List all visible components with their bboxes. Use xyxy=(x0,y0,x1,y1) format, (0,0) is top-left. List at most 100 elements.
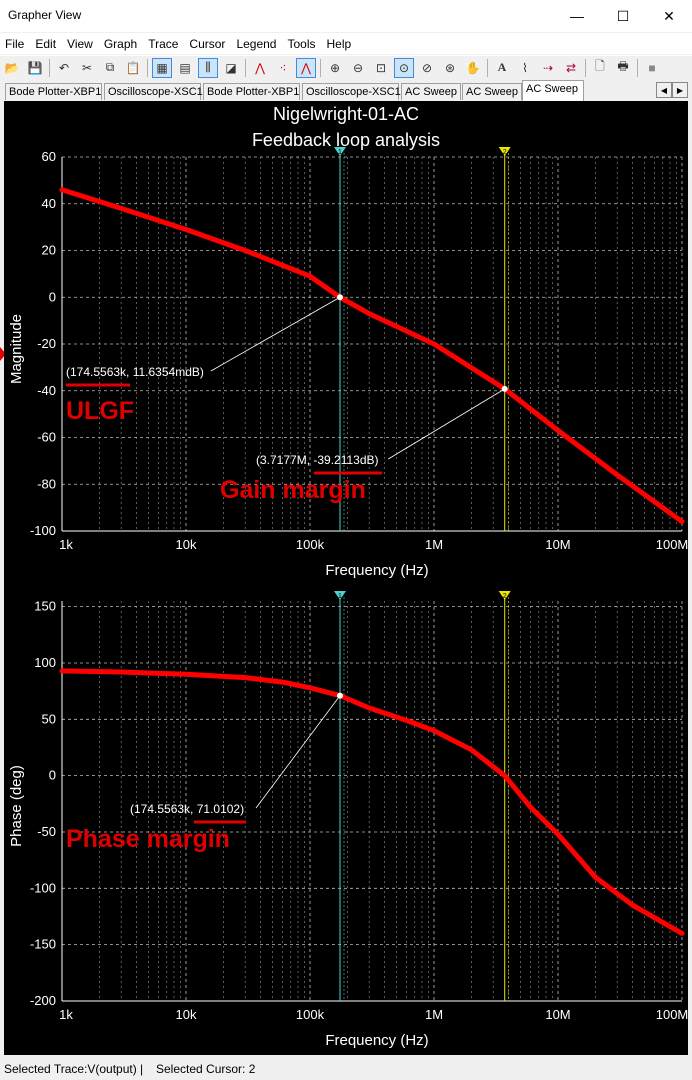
magnitude-x-tick-label: 10k xyxy=(176,537,197,552)
phase-annotation: Phase margin xyxy=(66,825,230,853)
maximize-button[interactable]: ☐ xyxy=(616,7,630,24)
phase-trace-line xyxy=(59,668,685,936)
magnitude-x-tick-label: 1M xyxy=(425,537,443,552)
zoom-y-icon[interactable]: ⊛ xyxy=(444,60,456,75)
status-selected-cursor: Selected Cursor: 2 xyxy=(156,1062,256,1076)
phase-y-tick-label: 150 xyxy=(34,599,56,614)
cursor-1-handle-icon xyxy=(333,591,346,600)
toolbar-separator xyxy=(320,58,321,77)
phase-x-tick-label: 1M xyxy=(425,1007,443,1022)
graph-canvas[interactable]: Nigelwright-01-AC Feedback loop analysis… xyxy=(4,101,688,1055)
print-preview-icon[interactable]: 🗋 xyxy=(595,59,605,73)
tab-scroll-left-icon[interactable]: ◀ xyxy=(656,82,672,98)
window-title: Grapher View xyxy=(8,8,82,22)
magnitude-plot: 1k 10k 100k 1M 10M 100M 60 40 20 0 -20 -40 -60 -80 -10… xyxy=(8,147,688,579)
magnitude-annotation: ULGF xyxy=(66,397,134,425)
text-icon[interactable]: A xyxy=(497,60,507,74)
save-icon[interactable]: 💾 xyxy=(27,60,43,75)
phase-y-tick-label: -50 xyxy=(37,824,56,839)
menu-edit[interactable]: Edit xyxy=(35,36,57,51)
menu-view[interactable]: View xyxy=(67,36,93,51)
toolbar-separator xyxy=(49,58,50,77)
line-dot-trace-icon[interactable]: ⋀ xyxy=(296,57,316,78)
phase-x-tick-label: 1k xyxy=(59,1007,73,1022)
phase-y-axis-label: Phase (deg) xyxy=(8,765,25,847)
phase-x-axis-label: Frequency (Hz) xyxy=(325,1032,428,1049)
pan-icon[interactable]: ✋ xyxy=(465,60,481,75)
cursors-icon[interactable]: ⫼ xyxy=(198,57,218,78)
magnitude-y-tick-label: -20 xyxy=(37,336,56,351)
phase-x-tick-label: 100k xyxy=(296,1007,325,1022)
toolbar-separator xyxy=(147,58,148,77)
menu-graph[interactable]: Graph xyxy=(103,36,138,51)
magnitude-y-tick-label: -40 xyxy=(37,383,56,398)
open-icon[interactable]: 📂 xyxy=(4,60,20,75)
tab-bode-plotter-xbp1[interactable]: Bode Plotter-XBP1 xyxy=(5,83,102,100)
legend-icon[interactable]: ▤ xyxy=(179,60,191,75)
phase-x-tick-label: 10M xyxy=(545,1007,570,1022)
toolbar-separator xyxy=(245,58,246,77)
tab-ac-sweep-2[interactable]: AC Sweep xyxy=(462,83,522,100)
phase-y-tick-label: 50 xyxy=(42,711,56,726)
tab-ac-sweep-3[interactable]: AC Sweep xyxy=(522,80,584,101)
toolbar-separator xyxy=(637,58,638,77)
magnitude-y-tick-label: 40 xyxy=(42,196,56,211)
paste-icon[interactable]: 📋 xyxy=(125,60,141,75)
reverse-colors-icon[interactable]: ◪ xyxy=(225,60,237,75)
line-trace-icon[interactable]: ⋀ xyxy=(255,60,265,75)
magnitude-cursor-intersection-marker xyxy=(501,385,508,392)
cut-icon[interactable]: ✂ xyxy=(81,60,93,75)
tab-ac-sweep-1[interactable]: AC Sweep xyxy=(401,83,461,100)
menu-legend[interactable]: Legend xyxy=(236,36,277,51)
cursor-2-handle-label: 2 xyxy=(503,593,507,600)
zoom-area-icon[interactable]: ⊡ xyxy=(375,60,387,75)
cursor-2-handle-label: 2 xyxy=(503,149,507,156)
magnitude-y-tick-label: 0 xyxy=(49,289,56,304)
zoom-in-icon[interactable]: ⊕ xyxy=(329,60,341,75)
magnitude-cursor-readout: (3.7177M, -39.2113dB) xyxy=(256,453,379,467)
menu-cursor[interactable]: Cursor xyxy=(189,36,226,51)
stop-icon[interactable]: ■ xyxy=(648,60,656,75)
cursor-1-handle-icon xyxy=(333,147,346,156)
phase-readout-leader-line xyxy=(255,695,341,809)
magnitude-x-tick-label: 100k xyxy=(296,537,325,552)
export-icon[interactable]: ⇢ xyxy=(542,60,554,75)
close-button[interactable]: ✕ xyxy=(663,7,675,24)
print-icon[interactable]: 🖶 xyxy=(617,59,629,73)
menu-file[interactable]: File xyxy=(5,36,25,51)
status-bar: Selected Trace:V(output) | Selected Curs… xyxy=(0,1058,692,1080)
undo-icon[interactable]: ↶ xyxy=(58,60,70,75)
magnitude-x-axis-label: Frequency (Hz) xyxy=(325,562,428,579)
zoom-x-icon[interactable]: ⊘ xyxy=(421,60,433,75)
minimize-button[interactable]: — xyxy=(570,8,584,24)
menu-tools[interactable]: Tools xyxy=(287,36,316,51)
graph-area[interactable]: Nigelwright-01-AC Feedback loop analysis… xyxy=(4,101,688,1055)
zoom-full-icon[interactable]: ⊙ xyxy=(394,57,414,78)
zoom-out-icon[interactable]: ⊖ xyxy=(352,60,364,75)
overlay-icon[interactable]: ⇄ xyxy=(565,60,577,75)
graph-title-line1: Nigelwright-01-AC xyxy=(273,104,419,124)
magnitude-annotation: Gain margin xyxy=(220,476,366,504)
magnitude-cursor-readout: (174.5563k, 11.6354mdB) xyxy=(66,365,204,379)
phase-cursor-readout: (174.5563k, 71.0102) xyxy=(130,802,244,816)
magnitude-x-tick-label: 10M xyxy=(545,537,570,552)
magnitude-cursor-intersection-marker xyxy=(336,294,343,301)
status-separator: | xyxy=(140,1062,144,1076)
tab-bode-plotter-xbp1-2[interactable]: Bode Plotter-XBP1 xyxy=(203,83,300,100)
magnitude-x-tick-label: 1k xyxy=(59,537,73,552)
tab-oscilloscope-xsc1-2[interactable]: Oscilloscope-XSC1 xyxy=(302,83,401,100)
selected-trace-marker-icon xyxy=(0,347,6,361)
copy-icon[interactable]: ⧉ xyxy=(105,60,115,74)
grid-icon[interactable]: ▦ xyxy=(152,57,172,78)
magnitude-y-tick-label: -100 xyxy=(30,523,56,538)
cursor-1-handle-label: 1 xyxy=(338,149,342,156)
tab-scroll-right-icon[interactable]: ▶ xyxy=(672,82,688,98)
menu-trace[interactable]: Trace xyxy=(148,36,179,51)
bode-icon[interactable]: ⌇ xyxy=(522,60,528,75)
magnitude-trace-line xyxy=(59,187,685,525)
dot-trace-icon[interactable]: ⁖ xyxy=(279,60,287,75)
menu-help[interactable]: Help xyxy=(326,36,352,51)
cursor-2-handle-icon xyxy=(498,591,511,600)
tab-oscilloscope-xsc1[interactable]: Oscilloscope-XSC1 xyxy=(104,83,203,100)
phase-y-tick-label: 100 xyxy=(34,655,56,670)
